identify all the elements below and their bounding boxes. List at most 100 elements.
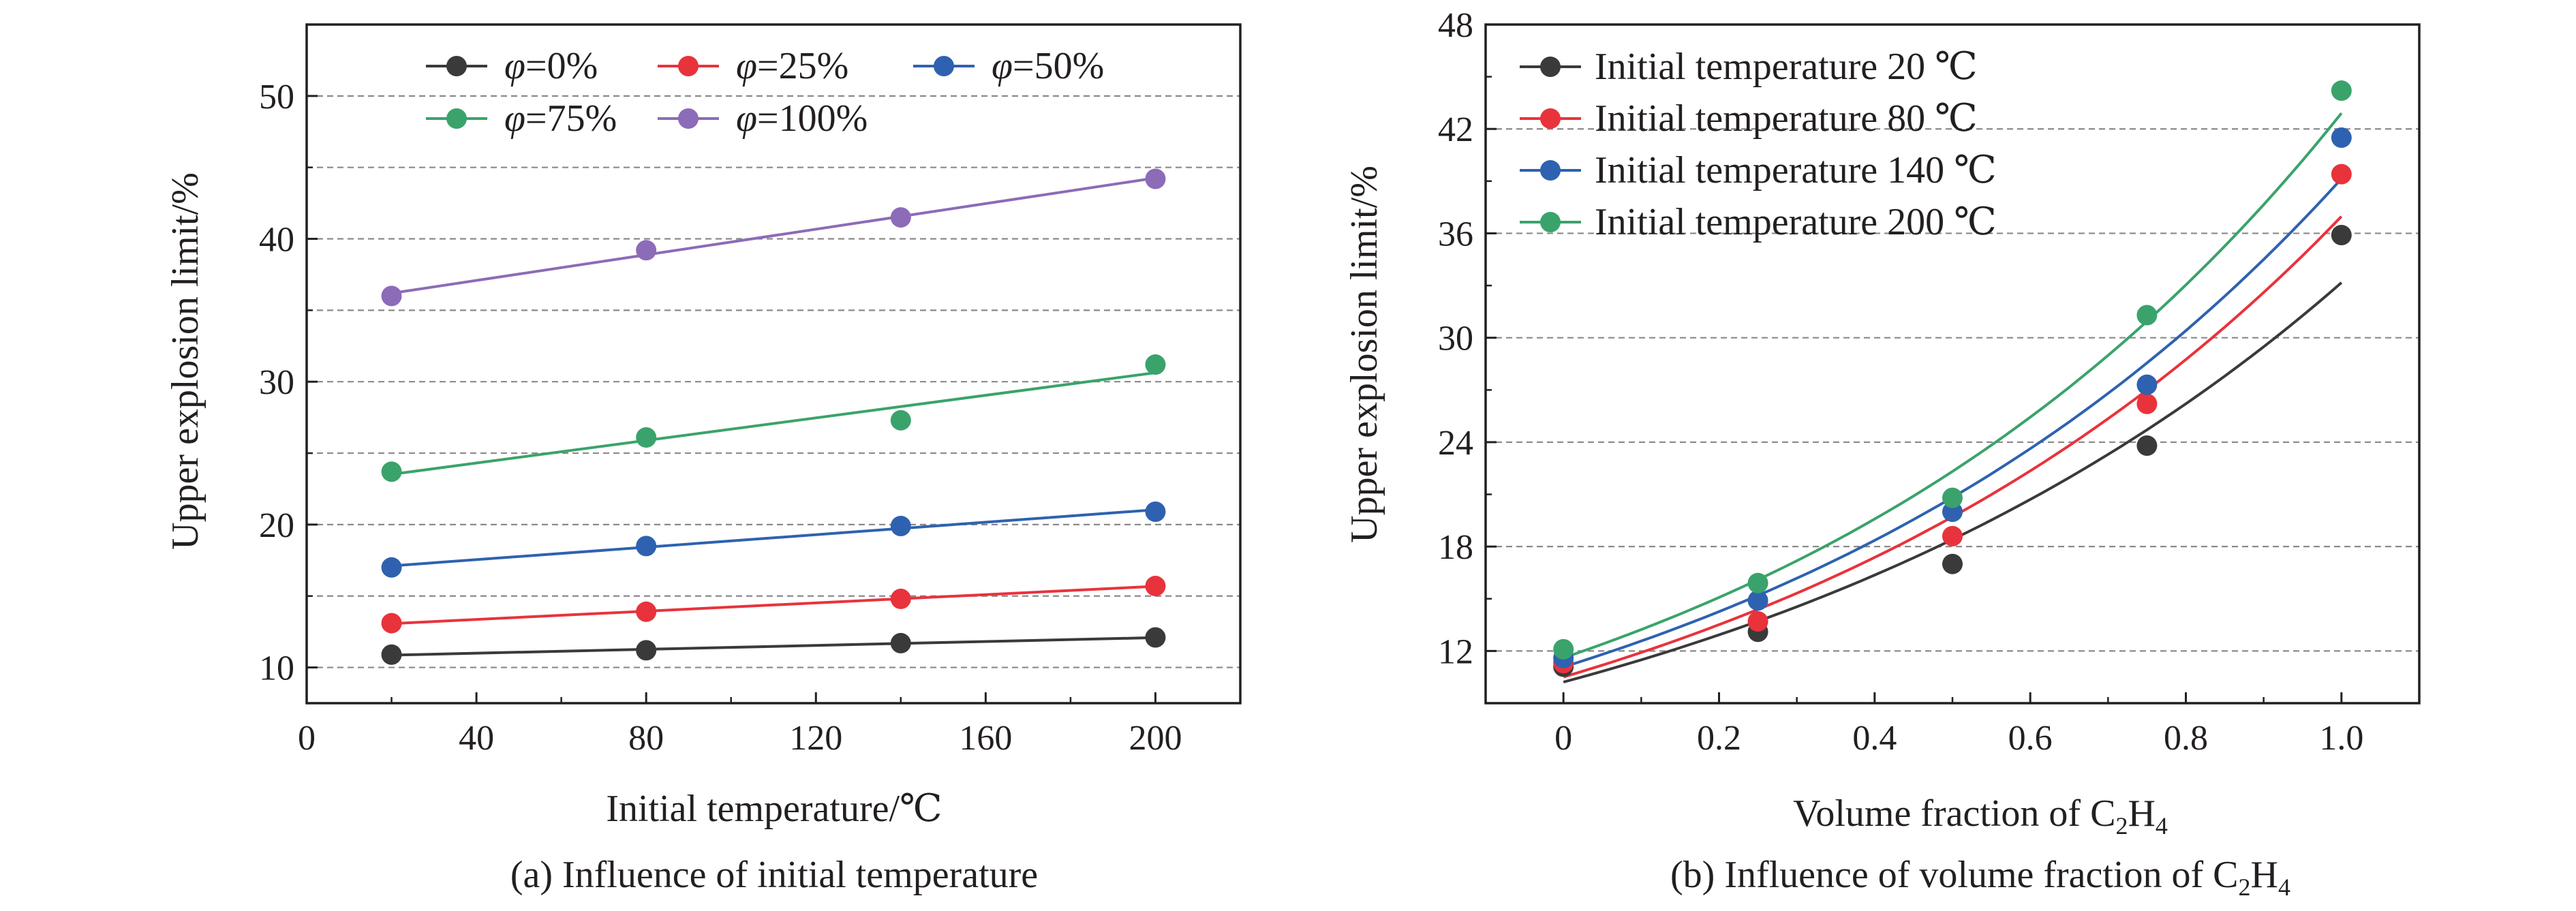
b-data-point xyxy=(1942,525,1963,546)
a-y-ticks: 10 20 30 40 50 xyxy=(259,23,318,688)
b-x-axis-label: Volume fraction of C2H4 xyxy=(1793,792,2168,839)
a-data-points xyxy=(381,168,1166,665)
a-series-line-2 xyxy=(391,508,1156,568)
b-data-point xyxy=(2331,164,2352,185)
b-data-points xyxy=(1553,80,2352,677)
a-axes xyxy=(305,23,1242,705)
a-legend-marker-2 xyxy=(934,56,954,76)
b-series-line-2 xyxy=(1563,177,2343,668)
a-x-tick-label: 80 xyxy=(628,719,664,758)
b-legend-marker-0 xyxy=(1540,57,1561,77)
panel-b: 0 0.2 0.4 0.6 0.8 1.0 12 18 24 30 36 42 48 Initial … xyxy=(1343,6,2421,901)
b-x-tick-label: 0.2 xyxy=(1697,719,1741,758)
a-data-point xyxy=(1145,168,1166,189)
b-caption: (b) Influence of volume fraction of C2H4 xyxy=(1670,854,2290,901)
b-data-point xyxy=(2136,435,2158,457)
a-fit-lines xyxy=(391,176,1156,657)
a-y-tick-label: 10 xyxy=(259,649,294,688)
a-x-tick-label: 0 xyxy=(298,719,316,758)
a-data-point xyxy=(890,410,911,431)
a-data-point xyxy=(636,601,657,622)
b-data-point xyxy=(2331,80,2352,102)
b-data-point xyxy=(2136,374,2158,395)
b-y-tick-label: 24 xyxy=(1438,424,1473,463)
a-data-point xyxy=(1145,576,1166,597)
b-y-ticks: 12 18 24 30 36 42 48 xyxy=(1438,6,1497,705)
a-x-ticks: 0 40 80 120 160 200 xyxy=(298,692,1182,758)
b-data-point xyxy=(1747,611,1768,632)
a-gridlines xyxy=(307,95,1240,668)
a-data-point xyxy=(636,240,657,261)
a-data-point xyxy=(381,461,402,482)
b-y-tick-label: 36 xyxy=(1438,215,1473,253)
a-data-point xyxy=(890,207,911,228)
b-data-point xyxy=(2331,225,2352,246)
b-y-tick-label: 48 xyxy=(1438,6,1473,45)
a-data-point xyxy=(890,588,911,609)
a-data-point xyxy=(636,536,657,557)
a-data-point xyxy=(381,557,402,578)
b-data-point xyxy=(1942,553,1963,574)
a-series-line-4 xyxy=(391,176,1156,295)
a-legend-label-1: φ=25% xyxy=(736,45,848,87)
b-data-point xyxy=(1942,487,1963,508)
a-series-line-1 xyxy=(391,585,1156,626)
b-legend-marker-1 xyxy=(1540,108,1561,129)
b-data-point xyxy=(2136,393,2158,414)
b-y-tick-label: 12 xyxy=(1438,632,1473,671)
a-caption: (a) Influence of initial temperature xyxy=(510,854,1038,896)
b-y-tick-label: 30 xyxy=(1438,320,1473,358)
a-data-point xyxy=(1145,627,1166,648)
b-legend-marker-2 xyxy=(1540,160,1561,181)
b-series-line-3 xyxy=(1563,112,2343,660)
a-data-point xyxy=(890,632,911,653)
a-data-point xyxy=(636,427,657,448)
b-x-tick-label: 1.0 xyxy=(2319,719,2363,758)
a-data-point xyxy=(381,644,402,665)
b-data-point xyxy=(1747,572,1768,593)
a-series-line-0 xyxy=(391,636,1156,657)
a-legend-marker-4 xyxy=(678,108,699,129)
a-legend-label-3: φ=75% xyxy=(504,97,617,140)
a-plot-frame xyxy=(305,23,1242,705)
b-data-point xyxy=(1553,638,1574,660)
b-legend: Initial temperature 20 ℃ Initial tempera… xyxy=(1520,46,1997,243)
b-x-tick-label: 0.8 xyxy=(2164,719,2208,758)
b-x-tick-label: 0.6 xyxy=(2008,719,2053,758)
a-x-tick-label: 120 xyxy=(789,719,842,758)
a-series-line-3 xyxy=(391,371,1156,476)
a-legend-label-4: φ=100% xyxy=(736,97,868,140)
b-legend-label-1: Initial temperature 80 ℃ xyxy=(1595,97,1978,140)
b-x-tick-label: 0.4 xyxy=(1852,719,1897,758)
a-x-tick-label: 40 xyxy=(459,719,494,758)
a-data-point xyxy=(1145,354,1166,375)
a-x-axis-label: Initial temperature/℃ xyxy=(606,788,942,830)
b-series-line-0 xyxy=(1563,281,2343,683)
b-legend-label-2: Initial temperature 140 ℃ xyxy=(1595,149,1997,191)
b-data-point xyxy=(1747,590,1768,611)
b-data-point xyxy=(2136,305,2158,326)
b-y-tick-label: 42 xyxy=(1438,110,1473,149)
a-x-tick-label: 200 xyxy=(1129,719,1182,758)
b-y-tick-label: 18 xyxy=(1438,528,1473,567)
a-data-point xyxy=(381,285,402,307)
b-series-line-1 xyxy=(1563,215,2343,679)
b-legend-label-0: Initial temperature 20 ℃ xyxy=(1595,46,1978,88)
a-legend-label-2: φ=50% xyxy=(992,45,1104,87)
b-legend-marker-3 xyxy=(1540,212,1561,232)
a-y-axis-label: Upper explosion limit/% xyxy=(164,172,206,550)
a-y-tick-label: 30 xyxy=(259,363,294,402)
a-legend: φ=0% φ=25% φ=50% φ=75% φ=100% xyxy=(426,45,1104,140)
a-x-tick-label: 160 xyxy=(959,719,1012,758)
b-x-ticks: 0 0.2 0.4 0.6 0.8 1.0 xyxy=(1484,692,2421,758)
a-data-point xyxy=(1145,501,1166,523)
a-legend-marker-0 xyxy=(446,56,467,76)
b-data-point xyxy=(2331,127,2352,148)
a-legend-marker-3 xyxy=(446,108,467,129)
a-y-tick-label: 40 xyxy=(259,221,294,260)
a-data-point xyxy=(890,515,911,536)
a-data-point xyxy=(381,613,402,634)
a-y-tick-label: 20 xyxy=(259,506,294,545)
a-y-tick-label: 50 xyxy=(259,78,294,117)
